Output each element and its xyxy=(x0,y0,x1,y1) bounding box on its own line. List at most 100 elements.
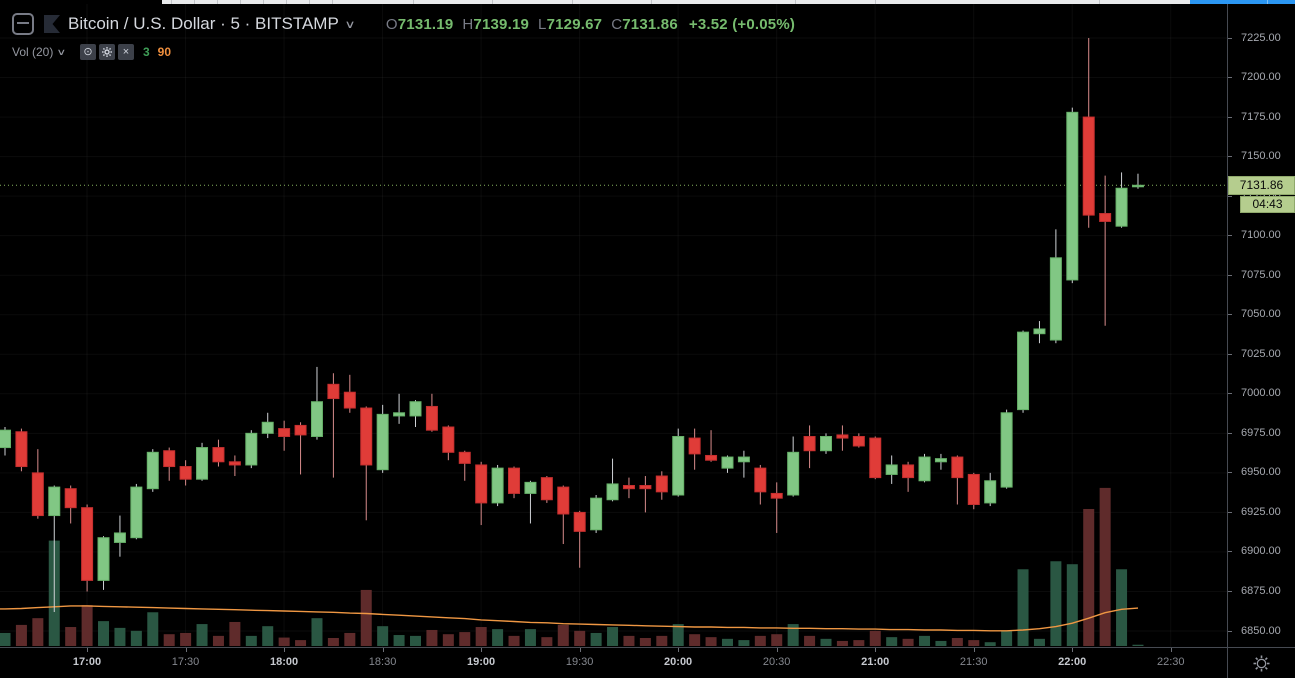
candle xyxy=(1099,175,1112,326)
price-axis-label: 6950.00 xyxy=(1241,466,1281,479)
collapse-pane-button[interactable] xyxy=(12,13,34,35)
price-tick xyxy=(1228,314,1232,316)
candle-body xyxy=(310,401,323,437)
candle xyxy=(310,366,323,440)
volume-bar xyxy=(902,638,914,646)
candle-body xyxy=(261,421,274,434)
volume-ma-value: 90 xyxy=(157,45,171,59)
bar-countdown-value: 04:43 xyxy=(1252,197,1283,212)
volume-bar xyxy=(81,605,93,646)
candle-body xyxy=(655,475,668,493)
strip-separator xyxy=(795,0,796,4)
volume-bar xyxy=(738,640,750,646)
candle xyxy=(1131,173,1144,189)
bar-countdown-badge: 04:43 xyxy=(1240,195,1295,213)
candle xyxy=(376,404,389,473)
candle-body xyxy=(113,532,126,543)
candle-body xyxy=(754,467,767,493)
candle xyxy=(81,504,94,592)
price-axis-label: 7150.00 xyxy=(1241,150,1281,163)
time-axis-label: 21:30 xyxy=(959,656,988,668)
candle-body xyxy=(590,497,603,531)
strip-separator xyxy=(194,0,195,4)
candle xyxy=(97,536,110,590)
time-axis[interactable]: 17:00 17:30 18:00 18:30 19:00 19:30 20:00 20:30… xyxy=(0,647,1227,678)
gear-icon xyxy=(1253,655,1270,671)
candle-body xyxy=(294,424,307,436)
price-tick xyxy=(1228,472,1232,474)
price-tick xyxy=(1228,590,1232,592)
price-axis[interactable]: 7225.007200.007175.007150.007125.007100.… xyxy=(1227,0,1295,647)
chart-canvas[interactable] xyxy=(0,0,1227,647)
symbol-title[interactable]: Bitcoin / U.S. Dollar · 5 · BITSTAMP xyxy=(68,14,339,33)
volume-indicator-label[interactable]: Vol (20) xyxy=(12,45,54,59)
candle-body xyxy=(787,451,800,496)
price-axis-label: 7075.00 xyxy=(1241,268,1281,281)
volume-current-value: 3 xyxy=(142,45,150,59)
ohlc-readout: O 7131.19 H 7139.19 L 7129.67 C 7131.86 +3.5… xyxy=(386,16,795,33)
candle xyxy=(196,442,209,481)
price-axis-label: 7050.00 xyxy=(1241,308,1281,321)
time-axis-label: 18:00 xyxy=(269,656,299,668)
volume-bar xyxy=(869,630,881,646)
volume-bar xyxy=(590,632,602,646)
price-tick xyxy=(1228,195,1232,197)
candle xyxy=(15,428,28,472)
candle xyxy=(803,425,816,469)
price-axis-label: 7000.00 xyxy=(1241,387,1281,400)
price-axis-label: 6900.00 xyxy=(1241,545,1281,558)
low-label: L xyxy=(538,15,547,33)
volume-bar xyxy=(853,640,865,646)
candle xyxy=(245,430,258,469)
volume-bar xyxy=(130,630,142,646)
candle-body xyxy=(836,434,849,439)
volume-bar xyxy=(721,638,733,646)
volume-bar xyxy=(951,637,963,646)
time-tick xyxy=(87,648,88,652)
price-axis-label: 7100.00 xyxy=(1241,229,1281,242)
indicator-visibility-button[interactable]: ⊙ xyxy=(79,44,96,60)
candle xyxy=(343,374,356,413)
time-tick xyxy=(875,648,877,652)
chevron-down-icon[interactable]: ∨ xyxy=(56,46,67,57)
candle-body xyxy=(885,464,898,475)
price-axis-label: 6875.00 xyxy=(1241,584,1281,597)
volume-bar xyxy=(984,642,996,646)
price-tick xyxy=(1228,156,1232,158)
indicator-buttons: ⊙ × xyxy=(77,44,134,60)
candle xyxy=(1049,229,1062,344)
time-axis-label: 22:30 xyxy=(1156,656,1185,668)
strip-separator xyxy=(651,0,652,4)
volume-bar xyxy=(360,589,372,646)
volume-bar xyxy=(15,624,27,646)
candle xyxy=(606,458,619,502)
price-tick xyxy=(1228,116,1232,118)
volume-bar xyxy=(1001,630,1013,646)
chart-settings-button[interactable] xyxy=(1253,655,1270,672)
candle-body xyxy=(1131,184,1144,188)
candle xyxy=(672,428,685,497)
time-tick xyxy=(776,648,778,652)
candle-body xyxy=(770,492,783,499)
candle-body xyxy=(491,467,504,504)
time-tick xyxy=(1170,648,1172,652)
candle-body xyxy=(918,456,931,482)
candle-body xyxy=(228,461,241,466)
candle-body xyxy=(1017,331,1030,411)
candle-body xyxy=(245,432,258,466)
indicator-settings-button[interactable] xyxy=(98,44,115,60)
low-value: 7129.67 xyxy=(546,15,603,33)
candle-body xyxy=(1066,111,1079,281)
strip-separator xyxy=(263,0,264,4)
indicator-delete-button[interactable]: × xyxy=(117,44,134,60)
chevron-down-icon[interactable]: ∨ xyxy=(344,18,356,31)
strip-blue-segment xyxy=(1190,0,1295,4)
candle-body xyxy=(360,407,373,466)
volume-bar xyxy=(1050,561,1062,646)
time-tick xyxy=(481,648,483,652)
flag-icon[interactable] xyxy=(44,15,60,33)
candle-body xyxy=(1115,187,1128,227)
candle-body xyxy=(737,456,750,463)
time-tick xyxy=(382,648,384,652)
price-axis-label: 7225.00 xyxy=(1241,31,1281,44)
